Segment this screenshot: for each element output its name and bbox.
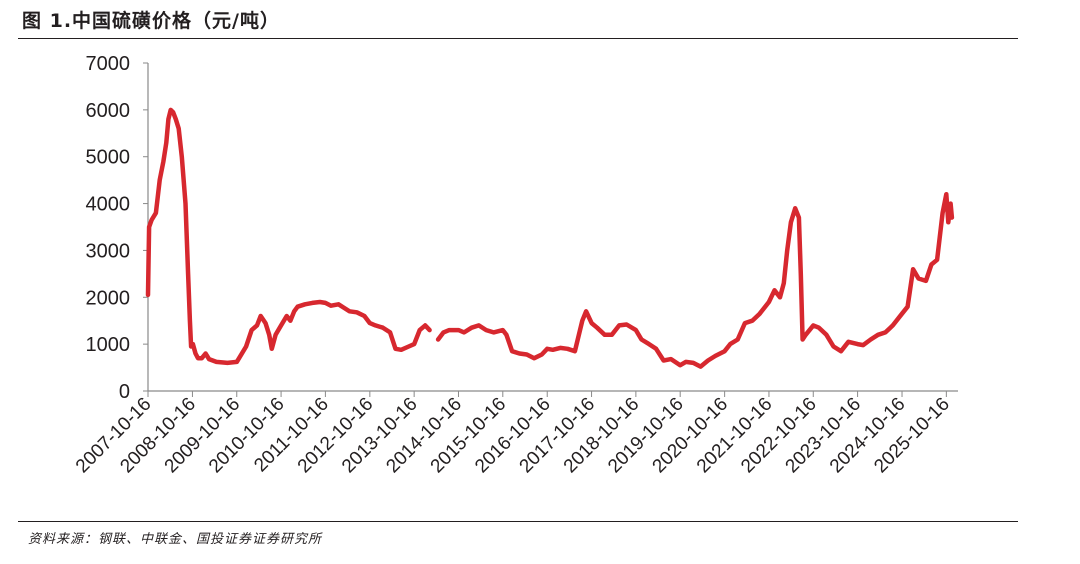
figure-title: 图 1.中国硫磺价格（元/吨） [22, 10, 280, 32]
y-tick-label: 0 [119, 381, 130, 403]
y-tick-label: 4000 [86, 194, 131, 216]
y-tick-label: 2000 [86, 287, 131, 309]
source-note: 资料来源：钢联、中联金、国投证券证券研究所 [28, 532, 323, 547]
y-tick-label: 5000 [86, 147, 131, 169]
y-tick-label: 3000 [86, 240, 131, 262]
y-tick-label: 6000 [86, 100, 131, 122]
y-tick-label: 1000 [86, 334, 131, 356]
price-series-line [435, 191, 955, 369]
title-divider [18, 38, 1018, 39]
series-layer [145, 107, 955, 369]
footer-divider [18, 521, 1018, 522]
y-tick-label: 7000 [86, 53, 131, 75]
chart-axes: 010002000300040005000600070002007-10-162… [72, 53, 958, 477]
price-series-line [145, 107, 432, 366]
